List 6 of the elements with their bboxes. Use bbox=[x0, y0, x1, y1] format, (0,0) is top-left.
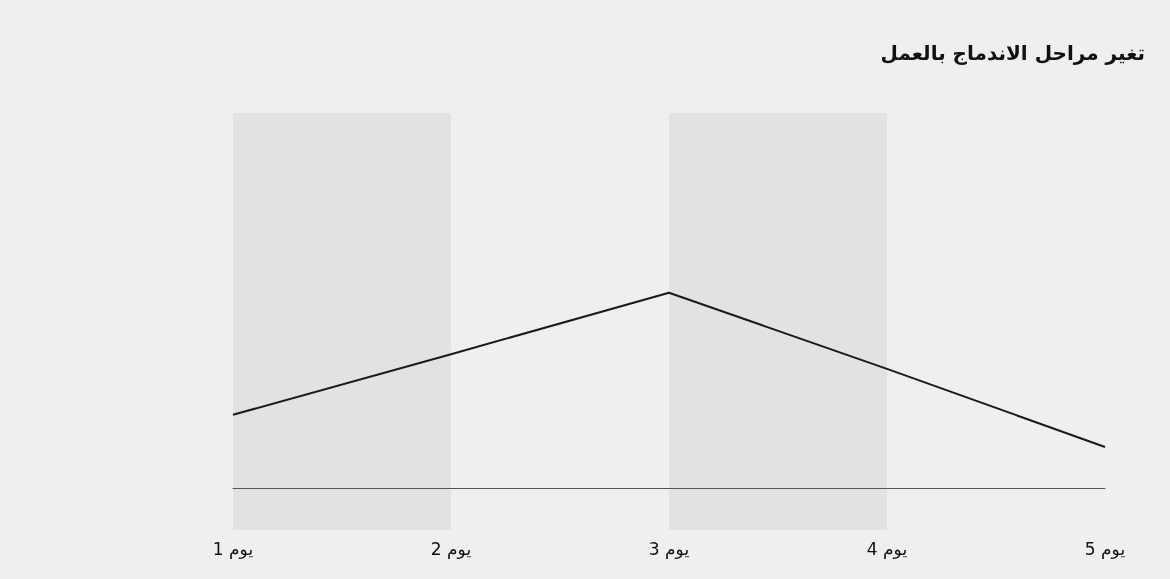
x-tick-label: يوم 4 bbox=[866, 538, 908, 559]
x-tick-label: يوم 2 bbox=[430, 538, 472, 559]
chart-title: تغير مراحل الاندماج بالعمل bbox=[880, 41, 1145, 65]
x-tick-label: يوم 1 bbox=[212, 538, 254, 559]
x-tick-label: يوم 3 bbox=[648, 538, 690, 559]
x-tick-label: يوم 5 bbox=[1084, 538, 1126, 559]
